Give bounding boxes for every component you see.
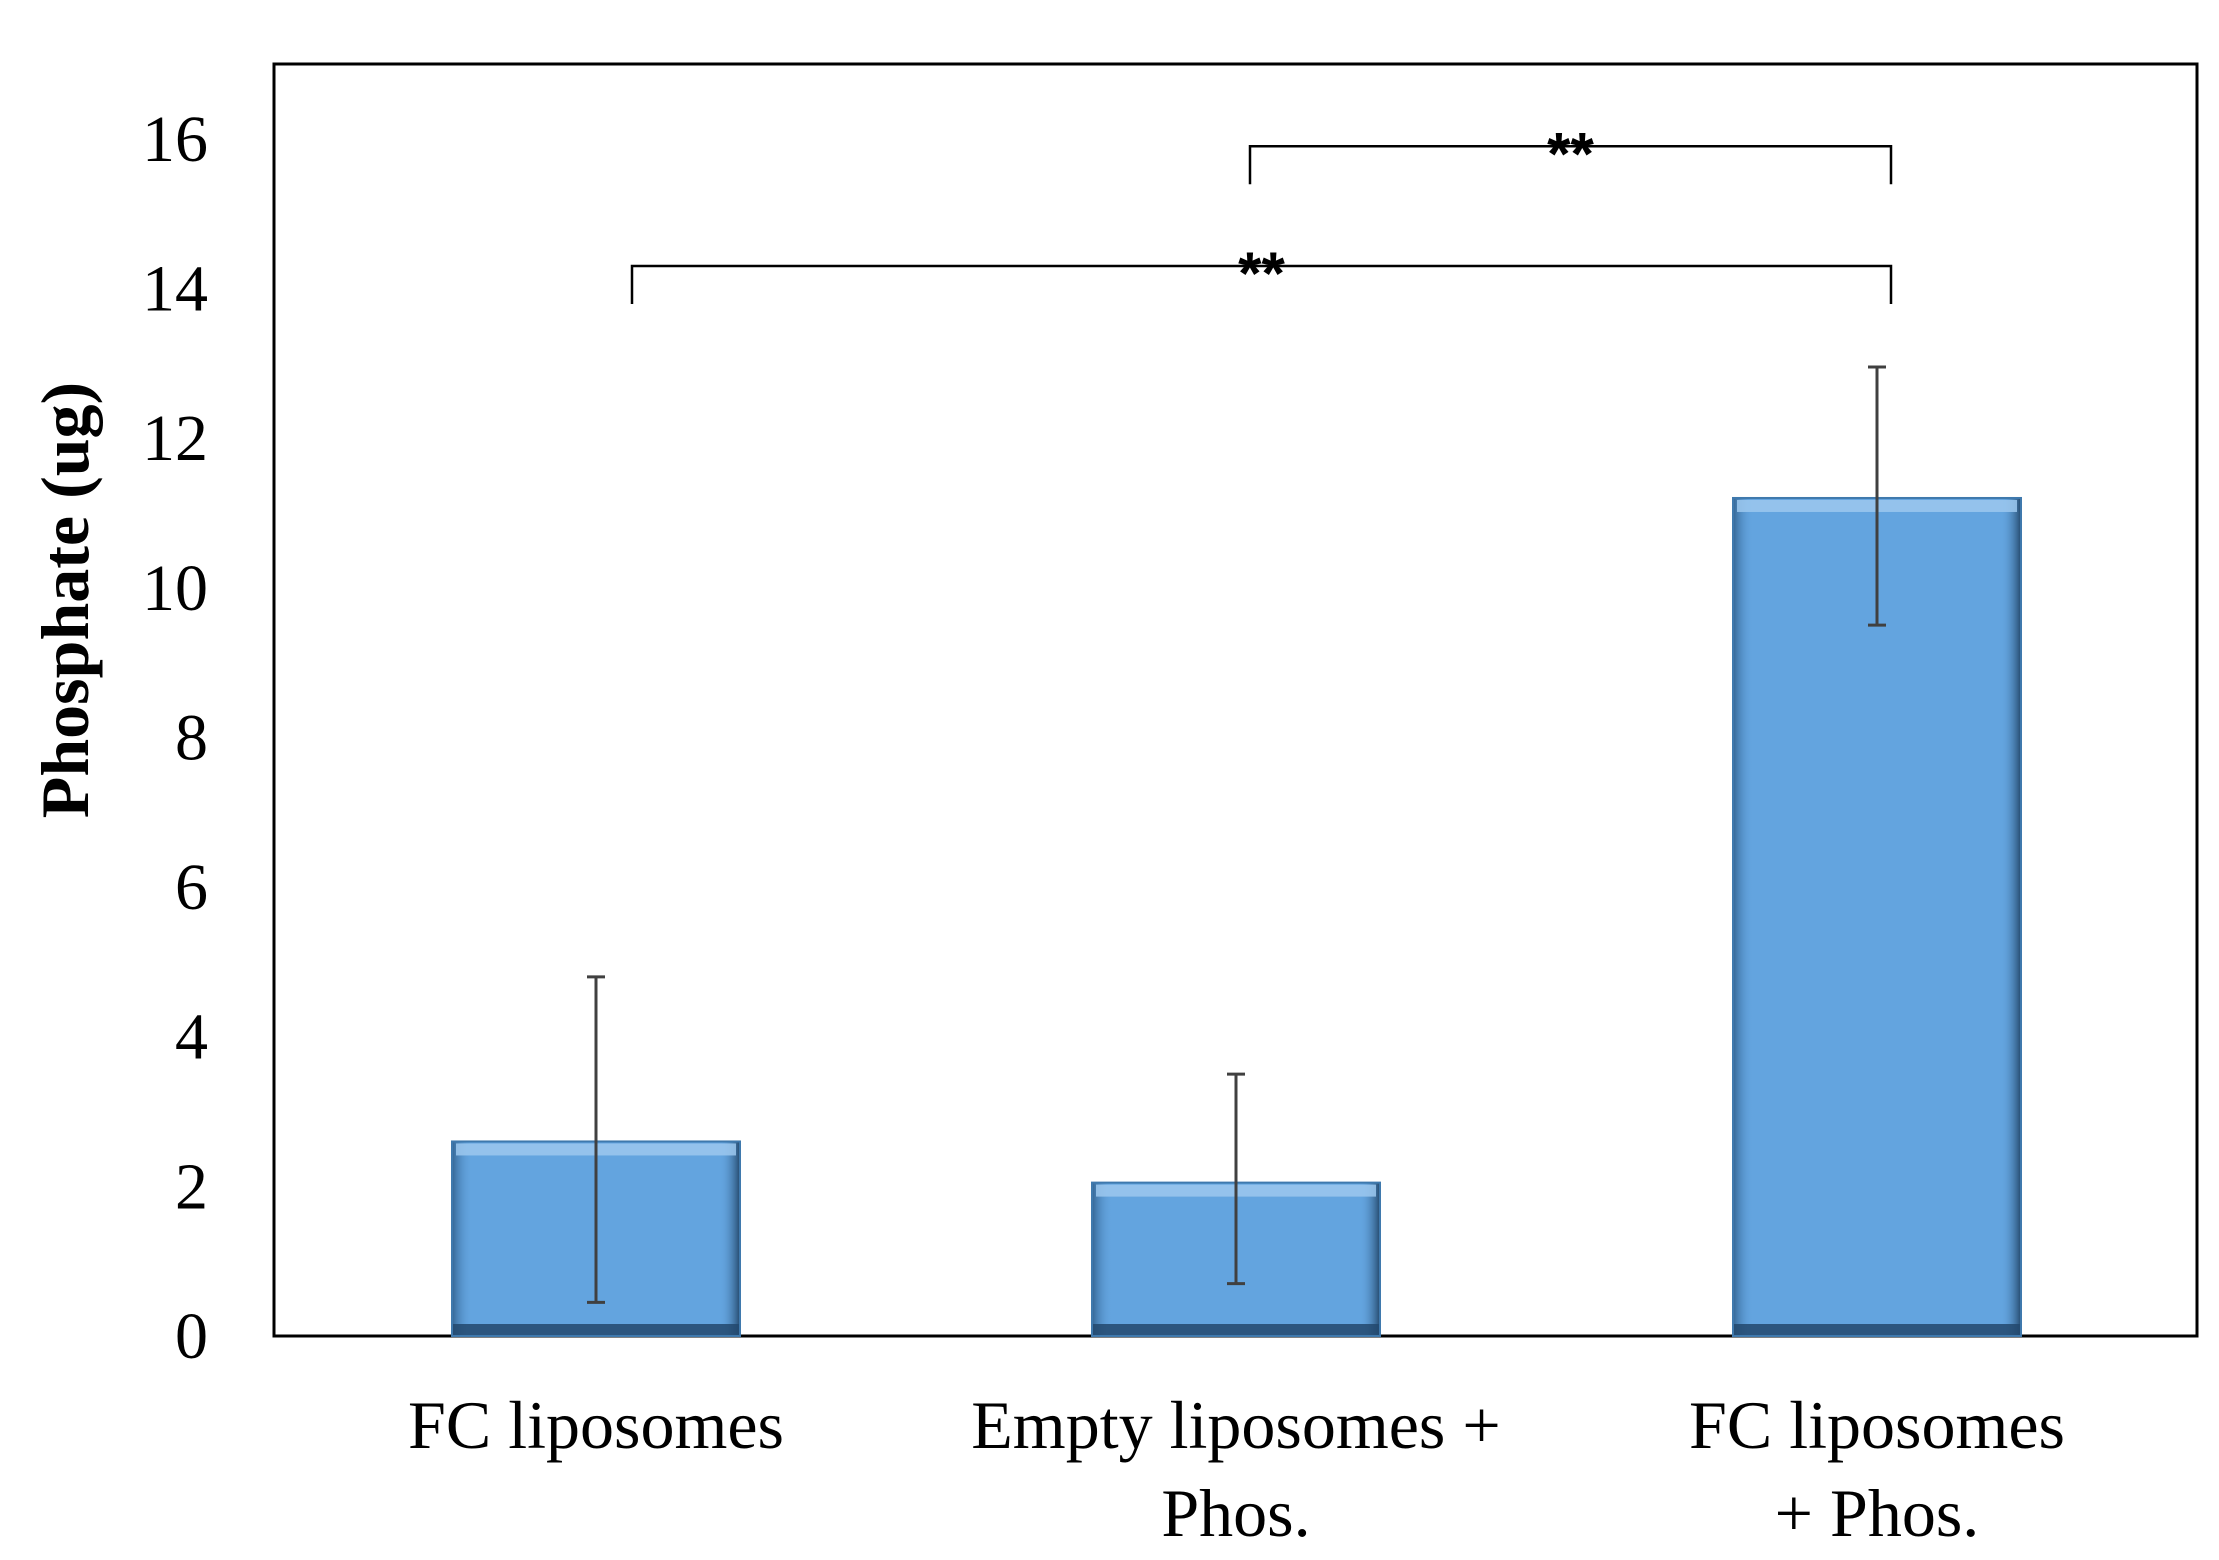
- y-tick-label: 14: [142, 252, 208, 325]
- y-tick-label: 6: [175, 851, 208, 924]
- error-bar-2: [1227, 1072, 1245, 1286]
- bar-bottom-bevel: [452, 1324, 740, 1336]
- bracket-line: [1248, 145, 1893, 185]
- y-tick-label: 4: [175, 1001, 208, 1074]
- bar-bottom-bevel: [1733, 1324, 2021, 1336]
- significance-bracket-1: **: [630, 240, 1893, 307]
- category-label-2: Empty liposomes + Phos.: [971, 1387, 1500, 1551]
- bracket-line: [630, 264, 1893, 305]
- x-axis-categories: FC liposomes Empty liposomes + Phos. FC lip…: [408, 1387, 2065, 1551]
- y-tick-label: 2: [175, 1150, 208, 1223]
- category-label-line: Empty liposomes +: [971, 1387, 1500, 1463]
- y-tick-label: 10: [142, 552, 208, 625]
- y-tick-label: 16: [142, 103, 208, 176]
- bar-side-shade: [1733, 497, 2021, 1337]
- error-bars-layer: [587, 365, 1886, 1304]
- bar-bottom-bevel: [1092, 1324, 1380, 1336]
- y-tick-label: 8: [175, 701, 208, 774]
- significance-bracket-2: **: [1248, 120, 1893, 187]
- error-bar-1: [587, 975, 605, 1304]
- y-axis-ticks: 0 2 4 6 8 10 12 14 16: [142, 103, 208, 1373]
- category-label-line: FC liposomes: [1689, 1387, 2065, 1463]
- category-label-line: Phos.: [1161, 1475, 1310, 1551]
- y-tick-label: 12: [142, 402, 208, 475]
- significance-layer: ** **: [630, 120, 1893, 307]
- category-label-3: FC liposomes + Phos.: [1689, 1387, 2065, 1551]
- category-label-line: + Phos.: [1775, 1475, 1980, 1551]
- category-label-1: FC liposomes: [408, 1387, 784, 1463]
- y-tick-label: 0: [175, 1300, 208, 1373]
- y-axis-label: Phosphate (ug): [27, 382, 103, 818]
- bar-3: [1732, 496, 2022, 1338]
- significance-label: **: [1238, 240, 1285, 307]
- category-label-line: FC liposomes: [408, 1387, 784, 1463]
- significance-label: **: [1547, 120, 1594, 187]
- error-bar-3: [1868, 365, 1886, 627]
